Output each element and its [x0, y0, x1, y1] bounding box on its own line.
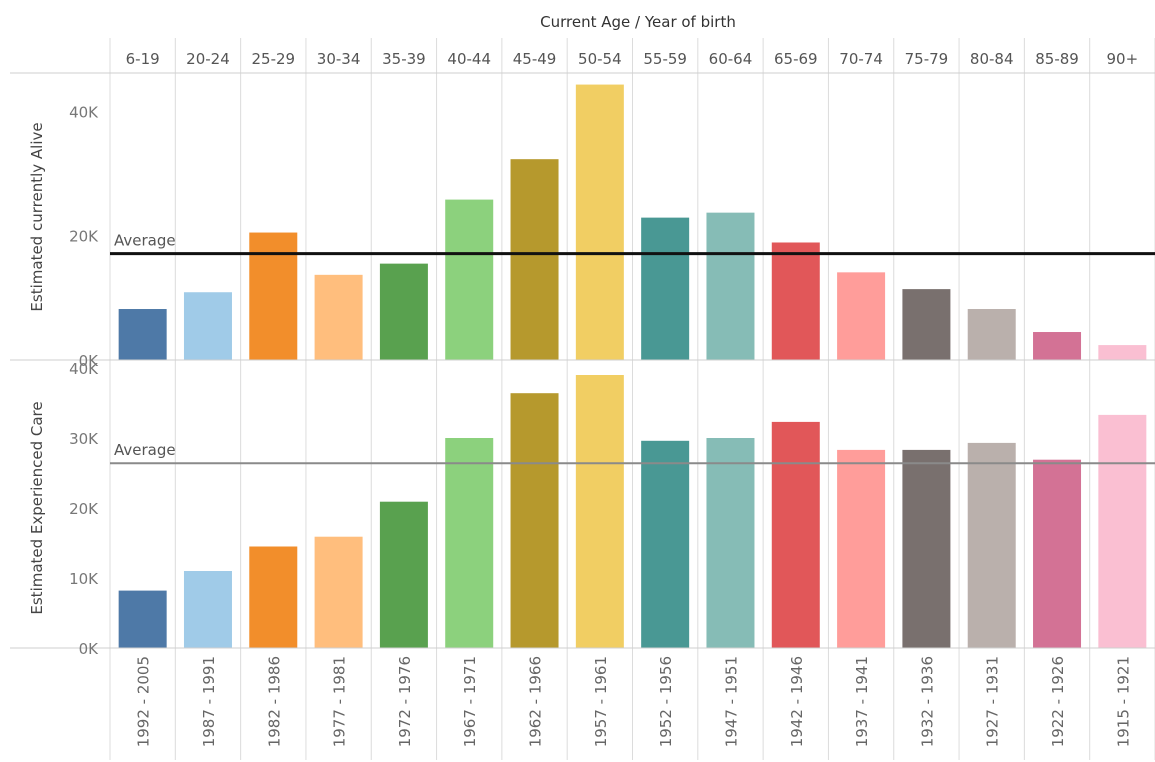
category-label: 90+ [1107, 50, 1139, 68]
y-tick-label: 40K [69, 103, 99, 121]
year-label: 1947 - 1951 [722, 656, 740, 747]
year-label: 1972 - 1976 [396, 656, 414, 747]
axis-labels: 6-19 20-24 25-29 30-34 35-39 40-44 45-49 50-54 5… [28, 50, 1138, 747]
bar [249, 546, 298, 648]
bar [183, 292, 232, 360]
y-axis-label: Estimated currently Alive [28, 122, 46, 311]
y-tick-label: 20K [69, 500, 99, 518]
category-label: 85-89 [1035, 50, 1079, 68]
bars [118, 84, 1147, 648]
bar [902, 449, 951, 648]
year-label: 1982 - 1986 [265, 656, 283, 747]
bar [967, 442, 1016, 648]
bar [1033, 459, 1082, 648]
year-label: 1962 - 1966 [527, 656, 545, 747]
bar [1098, 345, 1147, 360]
bar [641, 440, 690, 648]
category-label: 70-74 [839, 50, 883, 68]
category-label: 80-84 [970, 50, 1014, 68]
bar [902, 289, 951, 360]
bar [1033, 332, 1082, 360]
year-label: 1987 - 1991 [200, 656, 218, 747]
category-label: 75-79 [905, 50, 949, 68]
category-label: 65-69 [774, 50, 818, 68]
y-tick-label: 0K [79, 640, 100, 658]
y-tick-label: 0K [79, 352, 100, 370]
bar [445, 199, 494, 360]
category-label: 45-49 [513, 50, 557, 68]
average-label: Average [114, 441, 176, 459]
bar [575, 375, 624, 648]
bar [314, 536, 363, 648]
category-label: 25-29 [251, 50, 295, 68]
category-label: 40-44 [447, 50, 491, 68]
year-label: 1937 - 1941 [853, 656, 871, 747]
header-title: Current Age / Year of birth [540, 13, 736, 31]
bar [510, 159, 559, 360]
bar [575, 84, 624, 360]
year-label: 1967 - 1971 [461, 656, 479, 747]
category-label: 6-19 [126, 50, 160, 68]
category-label: 55-59 [643, 50, 687, 68]
category-label: 50-54 [578, 50, 622, 68]
year-label: 1977 - 1981 [331, 656, 349, 747]
bar [771, 242, 820, 360]
axes [10, 359, 1155, 649]
category-label: 35-39 [382, 50, 426, 68]
year-label: 1992 - 2005 [135, 656, 153, 747]
bar [837, 449, 886, 648]
bar [118, 590, 167, 648]
bar [706, 438, 755, 648]
bar [379, 501, 428, 648]
bar [641, 217, 690, 360]
y-tick-label: 40K [69, 360, 99, 378]
bar [314, 274, 363, 360]
bar [837, 272, 886, 360]
year-label: 1927 - 1931 [984, 656, 1002, 747]
average-lines [110, 252, 1155, 465]
bar [967, 309, 1016, 360]
bar [510, 393, 559, 648]
category-label: 60-64 [709, 50, 753, 68]
bar [445, 438, 494, 648]
bar [706, 212, 755, 360]
y-tick-label: 10K [69, 570, 99, 588]
bar [1098, 414, 1147, 648]
gridlines [10, 38, 1155, 760]
year-label: 1952 - 1956 [657, 656, 675, 747]
bar [118, 309, 167, 360]
year-label: 1915 - 1921 [1114, 656, 1132, 747]
y-axis-label: Estimated Experienced Care [28, 401, 46, 614]
year-label: 1922 - 1926 [1049, 656, 1067, 747]
year-label: 1942 - 1946 [788, 656, 806, 747]
year-label: 1932 - 1936 [918, 656, 936, 747]
y-tick-label: 30K [69, 430, 99, 448]
bar [771, 421, 820, 648]
y-tick-label: 20K [69, 228, 99, 246]
average-label: Average [114, 232, 176, 250]
bar [379, 263, 428, 360]
category-label: 30-34 [317, 50, 361, 68]
bar [183, 571, 232, 648]
category-label: 20-24 [186, 50, 230, 68]
bar [249, 232, 298, 360]
year-label: 1957 - 1961 [592, 656, 610, 747]
